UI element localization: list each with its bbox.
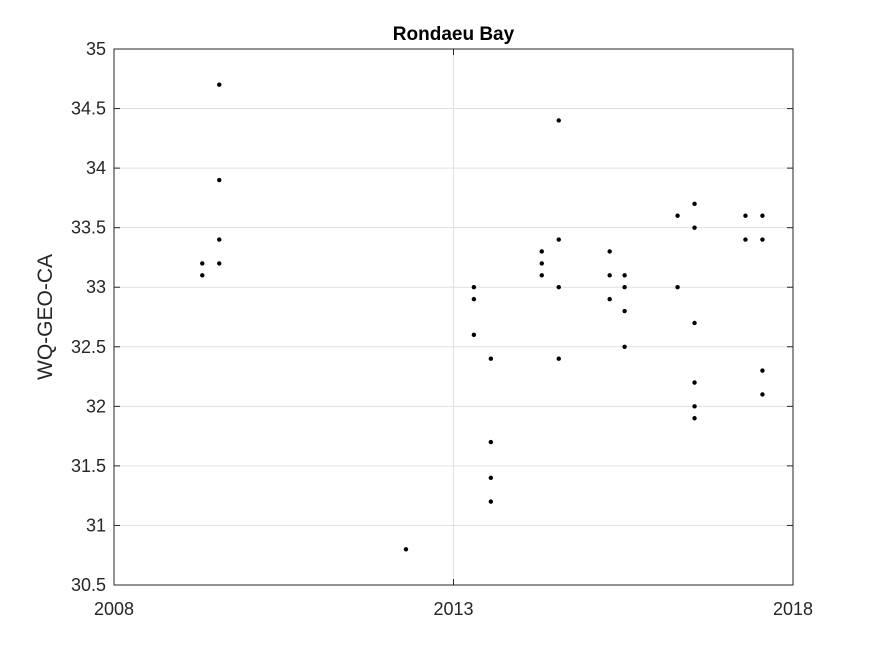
data-points — [200, 82, 765, 552]
data-point — [760, 237, 765, 242]
data-point — [539, 261, 544, 266]
data-point — [217, 261, 222, 266]
data-point — [692, 380, 697, 385]
data-point — [200, 273, 205, 278]
data-point — [217, 177, 222, 183]
data-point — [743, 237, 748, 242]
axis-ticks: 30.5 31 31.5 32 32.5 33 33.5 34 34.5 35 2008 2013 20… — [71, 39, 813, 619]
y-tick-label: 34 — [86, 158, 106, 178]
data-point — [556, 237, 561, 242]
grid-lines — [114, 49, 793, 585]
data-point — [607, 296, 612, 302]
data-point — [692, 201, 697, 207]
data-point — [692, 416, 697, 421]
data-point — [743, 213, 748, 218]
data-point — [556, 118, 561, 123]
y-tick-label: 32.5 — [71, 337, 106, 357]
y-tick-label: 33 — [86, 277, 106, 297]
data-point — [471, 296, 477, 302]
x-tick-label: 2018 — [773, 599, 813, 619]
chart-title: Rondaeu Bay — [393, 24, 515, 45]
data-point — [607, 273, 612, 278]
data-point — [760, 213, 765, 218]
data-point — [692, 404, 697, 409]
data-point — [539, 273, 544, 278]
data-point — [539, 249, 544, 254]
data-point — [760, 368, 765, 373]
data-point — [607, 249, 612, 254]
data-point — [556, 356, 561, 361]
data-point — [760, 392, 765, 397]
data-point — [692, 225, 697, 230]
data-point — [622, 344, 627, 349]
y-tick-label: 31 — [86, 515, 106, 535]
data-point — [488, 499, 494, 504]
data-point — [488, 475, 494, 480]
data-point — [488, 439, 494, 445]
data-point — [471, 285, 477, 290]
x-tick-label: 2008 — [94, 599, 134, 619]
data-point — [622, 285, 627, 290]
data-point — [675, 213, 680, 218]
data-point — [403, 547, 409, 552]
y-axis-label: WQ-GEO-CA — [34, 254, 57, 380]
y-tick-label: 35 — [86, 39, 106, 59]
data-point — [217, 237, 222, 242]
data-point — [622, 308, 627, 314]
data-point — [692, 320, 697, 326]
data-point — [622, 273, 627, 278]
data-point — [488, 356, 494, 361]
data-point — [471, 332, 477, 338]
y-tick-label: 33.5 — [71, 218, 106, 238]
data-point — [217, 82, 222, 87]
y-tick-label: 34.5 — [71, 99, 106, 119]
data-point — [556, 285, 561, 290]
x-tick-label: 2013 — [433, 599, 473, 619]
data-point — [675, 285, 680, 290]
data-point — [200, 261, 205, 266]
y-tick-label: 32 — [86, 396, 106, 416]
y-tick-label: 31.5 — [71, 456, 106, 476]
y-tick-label: 30.5 — [71, 575, 106, 595]
